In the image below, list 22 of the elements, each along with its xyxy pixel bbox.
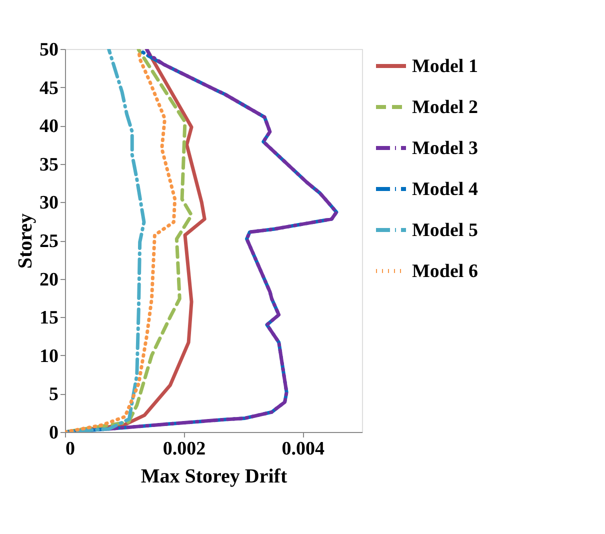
x-tick-label: 0 <box>66 438 75 460</box>
y-tick-label: 35 <box>40 154 58 176</box>
y-tick-label: 10 <box>40 346 58 367</box>
legend-label: Model 1 <box>412 56 478 77</box>
legend-label: Model 6 <box>412 261 478 282</box>
x-axis-title: Max Storey Drift <box>140 466 288 488</box>
x-tick-label: 0.002 <box>162 438 206 460</box>
y-tick-label: 15 <box>40 308 58 329</box>
legend-label: Model 5 <box>412 220 478 241</box>
y-tick-label: 45 <box>40 78 58 99</box>
legend-label: Model 4 <box>412 179 478 200</box>
legend-label: Model 3 <box>412 138 478 159</box>
legend-label: Model 2 <box>412 97 478 118</box>
y-axis-title: Storey <box>14 213 36 269</box>
y-tick-label: 50 <box>40 40 58 60</box>
x-tick-label: 0.004 <box>282 438 325 460</box>
y-tick-label: 5 <box>49 384 58 406</box>
y-tick-label: 30 <box>40 192 58 214</box>
y-tick-label: 0 <box>49 422 58 444</box>
y-tick-label: 40 <box>40 116 58 138</box>
y-tick-label: 25 <box>40 231 58 252</box>
y-tick-label: 20 <box>40 269 58 290</box>
